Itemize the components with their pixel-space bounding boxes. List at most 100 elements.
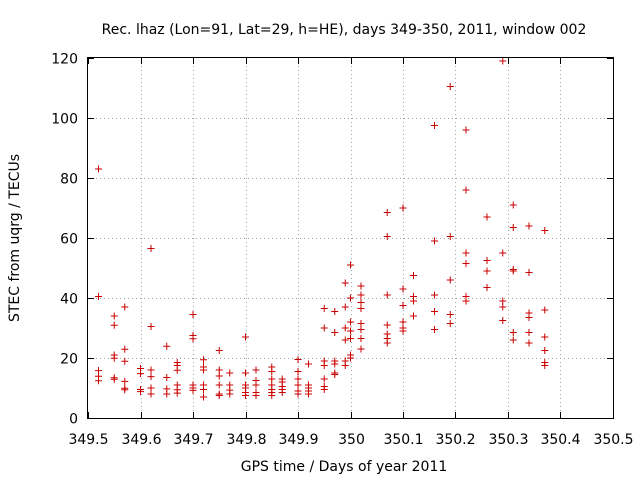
data-point xyxy=(110,375,118,383)
data-point xyxy=(541,333,549,341)
data-point xyxy=(121,357,129,365)
data-point xyxy=(483,213,491,221)
data-point xyxy=(341,303,349,311)
data-point xyxy=(268,368,276,375)
data-point xyxy=(268,392,276,399)
data-point xyxy=(137,370,144,378)
data-point xyxy=(242,369,249,377)
data-point xyxy=(147,390,155,398)
data-point xyxy=(95,293,102,300)
data-point xyxy=(410,272,417,279)
data-point xyxy=(320,324,328,332)
data-point xyxy=(541,306,549,314)
data-point xyxy=(341,324,349,332)
data-point xyxy=(525,339,533,347)
data-point xyxy=(189,311,197,318)
y-tick-label: 100 xyxy=(51,112,78,128)
data-point xyxy=(383,233,391,240)
data-point xyxy=(252,366,260,374)
x-tick-label: 350.1 xyxy=(383,432,423,448)
data-point xyxy=(383,339,391,347)
x-tick-label: 349.5 xyxy=(68,432,108,448)
data-point xyxy=(163,374,171,381)
data-point xyxy=(462,249,470,257)
data-point xyxy=(483,267,491,275)
data-point xyxy=(509,201,517,209)
data-point xyxy=(462,297,470,305)
data-point xyxy=(347,354,354,362)
data-point xyxy=(147,373,155,381)
chart-title: Rec. lhaz (Lon=91, Lat=29, h=HE), days 3… xyxy=(102,22,587,38)
data-point xyxy=(110,321,118,329)
data-point xyxy=(347,294,354,302)
data-point xyxy=(121,303,129,311)
data-points xyxy=(95,57,549,401)
data-point xyxy=(121,377,129,385)
data-point xyxy=(189,386,197,394)
data-point xyxy=(357,326,365,333)
data-point xyxy=(294,375,302,383)
data-point xyxy=(431,308,438,315)
y-tick-label: 20 xyxy=(60,352,78,368)
data-point xyxy=(446,276,454,284)
data-point xyxy=(294,390,302,398)
data-point xyxy=(509,224,517,231)
data-point xyxy=(320,375,328,383)
data-point xyxy=(499,303,507,311)
y-tick-label: 0 xyxy=(69,412,78,428)
data-point xyxy=(147,245,155,252)
x-tick-label: 349.8 xyxy=(226,432,266,448)
data-point xyxy=(226,390,234,398)
data-point xyxy=(499,57,507,65)
data-point xyxy=(431,122,438,129)
data-point xyxy=(541,362,549,369)
data-point xyxy=(431,326,438,333)
data-point xyxy=(278,389,286,396)
y-tick-label: 120 xyxy=(51,52,78,68)
x-tick-label: 350.3 xyxy=(488,432,528,448)
data-point xyxy=(121,345,129,353)
data-point xyxy=(383,321,391,329)
data-point xyxy=(347,335,354,342)
data-point xyxy=(509,267,517,275)
data-point xyxy=(110,354,118,362)
data-point xyxy=(294,368,302,375)
data-point xyxy=(242,333,249,341)
data-point xyxy=(200,393,207,401)
data-point xyxy=(173,389,181,397)
data-point xyxy=(357,291,365,299)
data-point xyxy=(399,285,407,293)
data-point xyxy=(121,386,129,394)
data-point xyxy=(446,83,454,90)
data-point xyxy=(499,317,507,324)
data-point xyxy=(462,186,470,194)
data-point xyxy=(483,257,491,264)
x-tick-label: 350.4 xyxy=(540,432,580,448)
data-point xyxy=(331,371,339,378)
data-point xyxy=(189,335,197,343)
data-point xyxy=(525,222,533,230)
data-point xyxy=(341,279,349,287)
data-point xyxy=(341,362,349,369)
data-point xyxy=(383,291,391,299)
data-point xyxy=(200,356,207,364)
data-point xyxy=(163,342,171,350)
y-tick-label: 60 xyxy=(60,232,78,248)
data-point xyxy=(399,327,407,335)
x-tick-label: 349.9 xyxy=(278,432,318,448)
data-point xyxy=(215,347,223,354)
data-point xyxy=(483,284,491,291)
x-tick-labels: 349.5 349.6 349.7 349.8 349.9 350 350.1 350.2 35… xyxy=(68,432,633,448)
data-point xyxy=(215,392,223,399)
data-point xyxy=(95,165,102,173)
data-point xyxy=(137,388,144,396)
data-point xyxy=(541,347,549,354)
data-point xyxy=(215,372,223,380)
y-axis-label: STEC from uqrg / TECUs xyxy=(7,154,23,322)
data-point xyxy=(357,299,365,306)
data-point xyxy=(110,312,118,320)
x-tick-label: 350.5 xyxy=(593,432,633,448)
data-point xyxy=(410,312,417,320)
